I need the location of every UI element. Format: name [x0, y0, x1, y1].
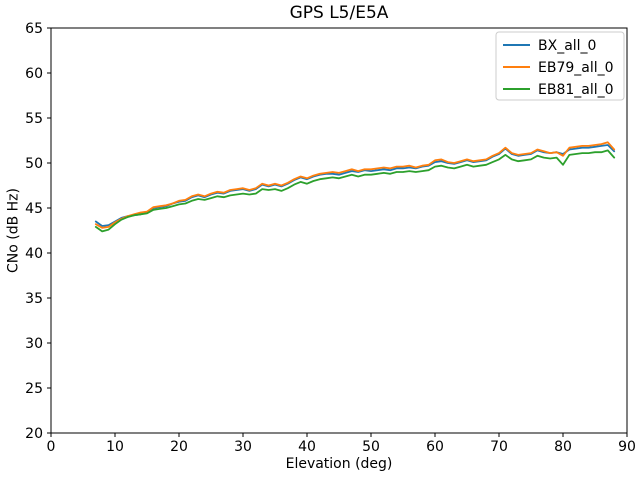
y-tick-label: 35	[25, 291, 43, 307]
legend-entry: EB79_all_0	[503, 60, 614, 76]
x-tick-label: 30	[234, 439, 252, 455]
legend-box	[495, 31, 625, 101]
series-line-EB79_all_0	[94, 141, 616, 229]
x-tick-label: 50	[362, 439, 380, 455]
legend: BX_all_0 EB79_all_0 EB81_all_0	[495, 31, 625, 101]
y-tick-label: 25	[25, 381, 43, 397]
y-tick-label: 45	[25, 201, 43, 217]
x-tick-label: 40	[298, 439, 316, 455]
y-axis-label: CNo (dB Hz)	[5, 188, 22, 274]
x-axis-label: Elevation (deg)	[285, 456, 393, 472]
axes-spines	[50, 27, 628, 434]
y-tick-label: 40	[25, 246, 43, 262]
x-tick-label: 70	[490, 439, 508, 455]
x-tick-label: 60	[426, 439, 444, 455]
legend-label: BX_all_0	[538, 38, 596, 54]
y-tick-label: 65	[25, 21, 43, 37]
x-tick-label: 20	[170, 439, 188, 455]
legend-entry: EB81_all_0	[503, 82, 614, 98]
y-tick-label: 60	[25, 66, 43, 82]
chart-title: GPS L5/E5A	[289, 3, 389, 23]
y-tick-label: 50	[25, 156, 43, 172]
x-tick-label: 90	[618, 439, 636, 455]
y-tick-label: 30	[25, 336, 43, 352]
y-tick-label: 20	[25, 426, 43, 442]
x-tick-label: 10	[106, 439, 124, 455]
legend-label: EB81_all_0	[538, 82, 614, 98]
y-tick-label: 55	[25, 111, 43, 127]
legend-entry: BX_all_0	[503, 38, 596, 54]
x-tick-label: 80	[554, 439, 572, 455]
legend-label: EB79_all_0	[538, 60, 614, 76]
series-line-EB81_all_0	[94, 149, 616, 233]
x-tick-label: 0	[47, 439, 56, 455]
